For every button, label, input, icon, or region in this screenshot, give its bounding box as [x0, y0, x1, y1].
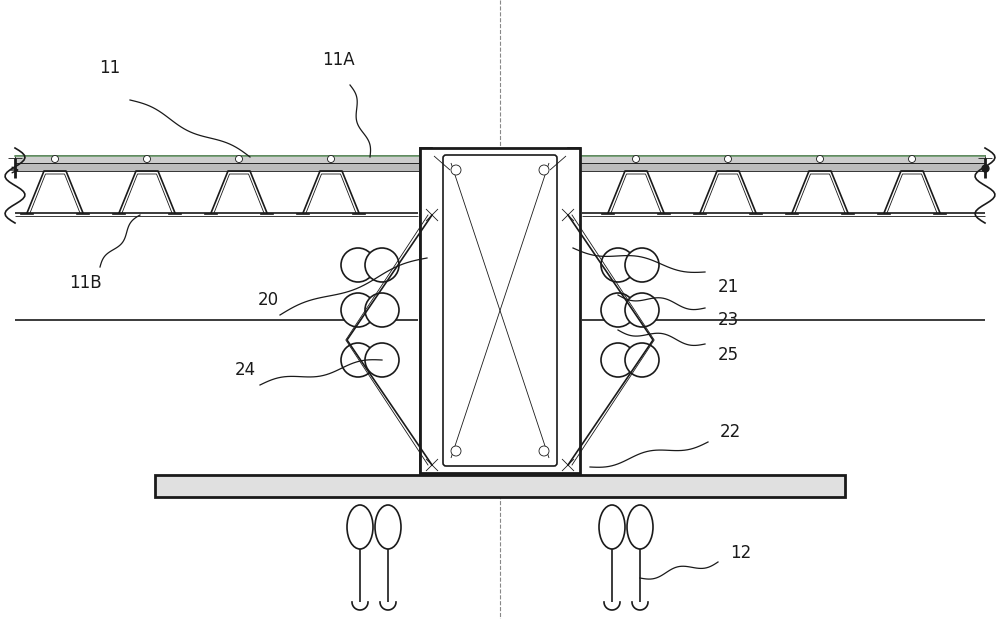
- Ellipse shape: [627, 505, 653, 549]
- Text: 24: 24: [234, 361, 256, 379]
- Circle shape: [724, 155, 732, 163]
- Text: 23: 23: [718, 311, 739, 329]
- Ellipse shape: [347, 505, 373, 549]
- Text: 12: 12: [730, 544, 751, 562]
- Text: 22: 22: [720, 423, 741, 441]
- Circle shape: [908, 155, 915, 163]
- Ellipse shape: [375, 505, 401, 549]
- Circle shape: [451, 165, 461, 175]
- Bar: [420, 148, 432, 473]
- Circle shape: [52, 155, 59, 163]
- Bar: [155, 475, 845, 497]
- Circle shape: [601, 343, 635, 377]
- Ellipse shape: [599, 505, 625, 549]
- Circle shape: [328, 155, 335, 163]
- Circle shape: [144, 155, 151, 163]
- Circle shape: [341, 248, 375, 282]
- Text: 21: 21: [718, 278, 739, 296]
- Circle shape: [633, 155, 640, 163]
- FancyBboxPatch shape: [443, 155, 557, 466]
- Circle shape: [625, 293, 659, 327]
- Text: 11B: 11B: [69, 274, 101, 292]
- Circle shape: [601, 293, 635, 327]
- Bar: [568, 148, 580, 473]
- Circle shape: [625, 343, 659, 377]
- Text: 11A: 11A: [322, 51, 354, 69]
- Circle shape: [341, 293, 375, 327]
- Circle shape: [451, 446, 461, 456]
- Bar: [15, 163, 985, 171]
- Circle shape: [625, 248, 659, 282]
- Text: 25: 25: [718, 346, 739, 364]
- Circle shape: [539, 165, 549, 175]
- Bar: [15, 155, 985, 163]
- Circle shape: [601, 248, 635, 282]
- Circle shape: [341, 343, 375, 377]
- Text: 11: 11: [99, 59, 121, 77]
- Circle shape: [365, 293, 399, 327]
- Text: 20: 20: [257, 291, 279, 309]
- Circle shape: [365, 248, 399, 282]
- Circle shape: [236, 155, 243, 163]
- Circle shape: [816, 155, 823, 163]
- Circle shape: [365, 343, 399, 377]
- Bar: [420, 148, 580, 473]
- Circle shape: [539, 446, 549, 456]
